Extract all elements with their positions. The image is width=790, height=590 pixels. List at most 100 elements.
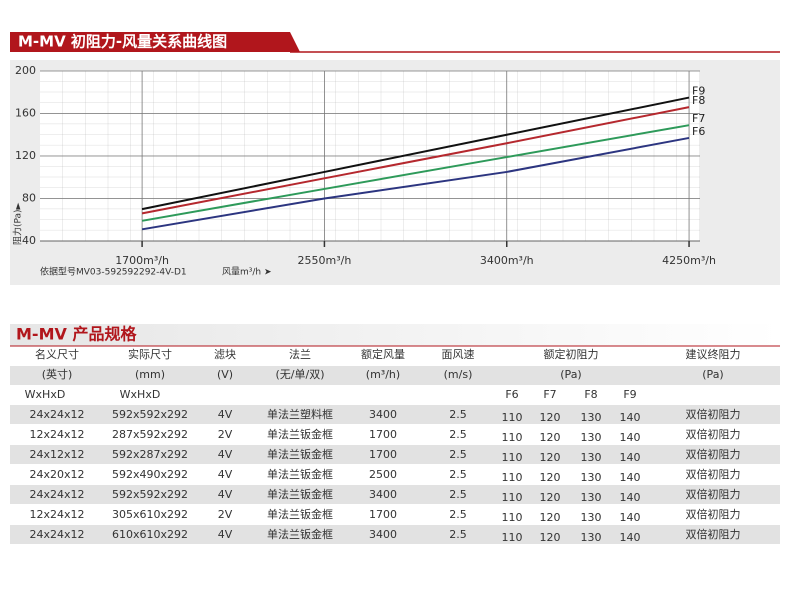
header-cell: (Pa): [702, 368, 723, 381]
table-cell: 110: [502, 511, 523, 524]
table-cell: 12x24x12: [29, 508, 84, 521]
table-cell: 287x592x292: [112, 428, 188, 441]
table-cell: 4V: [218, 408, 233, 421]
table-cell: 120: [540, 431, 561, 444]
table-cell: 双倍初阻力: [686, 427, 741, 441]
y-axis-label: 阻力(Pa)►: [12, 202, 24, 245]
table-cell: 单法兰钣金框: [267, 527, 333, 541]
table-cell: 130: [581, 451, 602, 464]
section-title: M-MV 初阻力-风量关系曲线图: [18, 33, 227, 51]
series-line: [141, 124, 690, 222]
header-cell: 实际尺寸: [128, 347, 172, 361]
header-cell: F6: [505, 388, 518, 401]
series-label: F6: [692, 125, 705, 138]
table-cell: 140: [620, 411, 641, 424]
table-cell: 120: [540, 491, 561, 504]
table-cell: 单法兰钣金框: [267, 507, 333, 521]
table-cell: 1700: [369, 508, 397, 521]
table-cell: 4V: [218, 528, 233, 541]
series-line: [141, 96, 690, 211]
table-cell: 2.5: [449, 428, 467, 441]
series-line: [141, 106, 690, 215]
table-cell: 双倍初阻力: [686, 487, 741, 501]
table-cell: 双倍初阻力: [686, 527, 741, 541]
table-cell: 110: [502, 411, 523, 424]
header-cell: 法兰: [289, 347, 311, 361]
series-label: F8: [692, 94, 705, 107]
table-cell: 2V: [218, 428, 233, 441]
table-cell: 双倍初阻力: [686, 467, 741, 481]
table-cell: 单法兰塑料框: [267, 407, 333, 421]
y-tick-label: 120: [15, 149, 36, 162]
table-cell: 2.5: [449, 508, 467, 521]
row-band: [10, 445, 780, 464]
table-cell: 4V: [218, 448, 233, 461]
table-cell: 592x592x292: [112, 488, 188, 501]
series-label: F9: [692, 85, 705, 98]
header-cell: F7: [543, 388, 556, 401]
header-cell: 面风速: [442, 348, 475, 361]
table-cell: 1700: [369, 428, 397, 441]
series-line: [141, 136, 690, 231]
row-band: [10, 485, 780, 504]
header-cell: (英寸): [42, 367, 73, 381]
header-band: [10, 366, 780, 385]
table-cell: 140: [620, 431, 641, 444]
x-tick-label: 1700m³/h: [115, 254, 169, 267]
row-band: [10, 525, 780, 544]
table-cell: 130: [581, 471, 602, 484]
table-cell: 12x24x12: [29, 428, 84, 441]
table-cell: 592x490x292: [112, 468, 188, 481]
table-cell: 110: [502, 491, 523, 504]
table-cell: 140: [620, 491, 641, 504]
table-cell: 120: [540, 451, 561, 464]
table-cell: 130: [581, 431, 602, 444]
table-cell: 305x610x292: [112, 508, 188, 521]
table-cell: 单法兰钣金框: [267, 427, 333, 441]
table-cell: 2.5: [449, 468, 467, 481]
table-cell: 2.5: [449, 488, 467, 501]
table-cell: 24x24x12: [29, 488, 84, 501]
header-cell: (无/单/双): [276, 368, 325, 381]
spec-band: [10, 324, 780, 346]
table-cell: 4V: [218, 468, 233, 481]
table-cell: 4V: [218, 488, 233, 501]
spec-table: 名义尺寸 实际尺寸 滤块 法兰 额定风量 面风速 额定初阻力 建议终阻力 (英寸) (mm) (V)…: [10, 347, 780, 544]
table-cell: 3400: [369, 408, 397, 421]
header-cell: F9: [623, 388, 636, 401]
table-cell: 610x610x292: [112, 528, 188, 541]
header-cell: 额定初阻力: [544, 347, 599, 361]
table-cell: 单法兰钣金框: [267, 467, 333, 481]
table-cell: 130: [581, 531, 602, 544]
table-cell: 130: [581, 511, 602, 524]
table-cell: 140: [620, 451, 641, 464]
header-cell: 建议终阻力: [686, 347, 741, 361]
header-cell: (V): [217, 368, 233, 381]
header-cell: (mm): [135, 368, 165, 381]
table-cell: 140: [620, 471, 641, 484]
y-tick-label: 200: [15, 64, 36, 77]
table-cell: 130: [581, 491, 602, 504]
table-cell: 24x24x12: [29, 408, 84, 421]
spec-title: M-MV 产品规格: [16, 325, 137, 344]
table-cell: 140: [620, 511, 641, 524]
table-cell: 592x592x292: [112, 408, 188, 421]
series-label: F7: [692, 112, 705, 125]
table-cell: 2V: [218, 508, 233, 521]
table-cell: 110: [502, 431, 523, 444]
table-cell: 120: [540, 531, 561, 544]
x-tick-label: 2550m³/h: [298, 254, 352, 267]
header-cell: (m/s): [444, 368, 473, 381]
table-cell: 120: [540, 411, 561, 424]
table-cell: 592x287x292: [112, 448, 188, 461]
header-cell: (Pa): [560, 368, 581, 381]
header-cell: 额定风量: [361, 347, 405, 361]
table-cell: 双倍初阻力: [686, 407, 741, 421]
table-cell: 110: [502, 451, 523, 464]
table-cell: 24x12x12: [29, 448, 84, 461]
title-bar: [10, 32, 300, 52]
row-band: [10, 405, 780, 424]
x-axis-label: 风量m³/h ➤: [222, 267, 272, 278]
header-cell: F8: [584, 388, 597, 401]
table-cell: 2.5: [449, 408, 467, 421]
